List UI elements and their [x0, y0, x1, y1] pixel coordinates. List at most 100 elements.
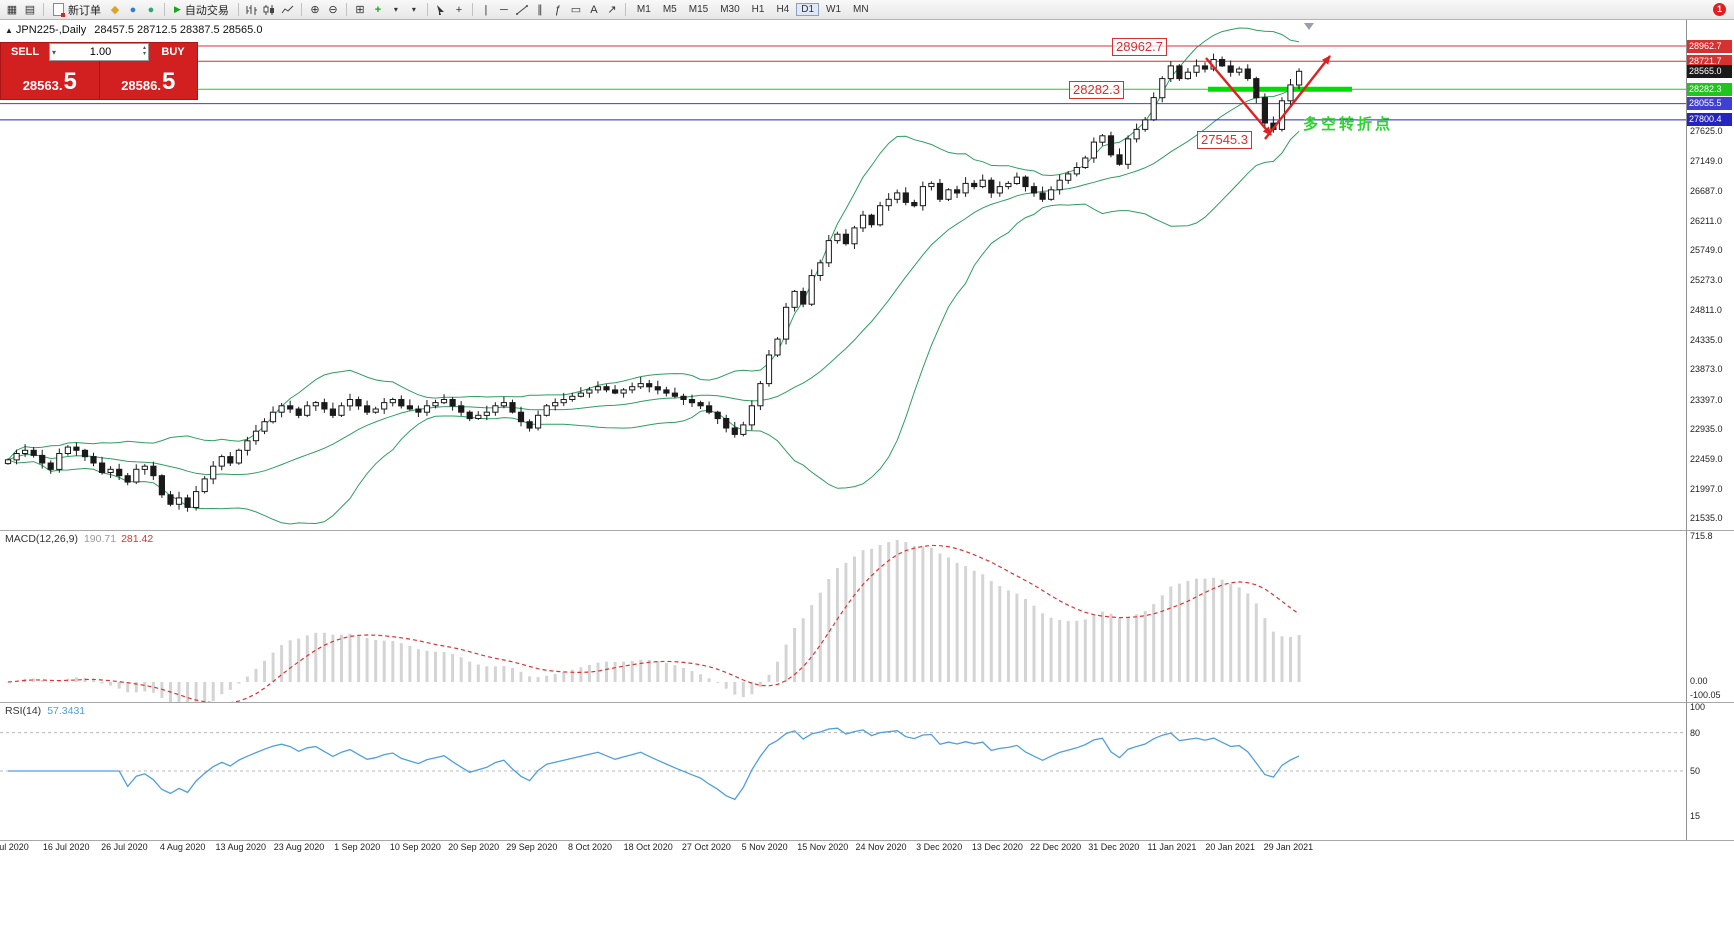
- tile-windows-icon[interactable]: ⊞: [355, 3, 365, 16]
- trend-arrows[interactable]: [1205, 55, 1331, 140]
- volume-input[interactable]: [58, 46, 143, 58]
- panel-divider[interactable]: [0, 530, 1734, 531]
- timeframe-h4[interactable]: H4: [776, 4, 790, 15]
- toolbar-separator: [43, 3, 44, 16]
- timeframe-w1[interactable]: W1: [826, 4, 842, 15]
- date-label: 13 Dec 2020: [971, 842, 1023, 852]
- spinner-down-icon[interactable]: ▾: [142, 51, 146, 57]
- autotrade-button[interactable]: ▶ 自动交易: [170, 1, 233, 18]
- macd-panel: [6, 540, 1301, 702]
- timeframe-m30[interactable]: M30: [720, 4, 740, 15]
- fibonacci-icon[interactable]: ƒ: [554, 3, 561, 16]
- resistance-price-label[interactable]: 28962.7: [1112, 38, 1167, 56]
- autotrade-label: 自动交易: [184, 4, 229, 17]
- profiles-icon[interactable]: ▤: [24, 3, 36, 16]
- volume-dropdown-icon[interactable]: ▾: [52, 47, 57, 57]
- date-label: 5 Nov 2020: [741, 842, 788, 852]
- indicators-icon[interactable]: +: [374, 3, 382, 16]
- price-tick: 24811.0: [1690, 304, 1722, 315]
- macd-signal-line: [7, 544, 1300, 702]
- date-label: 18 Oct 2020: [623, 842, 673, 852]
- price-tag: 28721.7: [1687, 54, 1732, 68]
- new-order-button[interactable]: 新订单: [49, 1, 105, 18]
- date-label: 27 Oct 2020: [681, 842, 731, 852]
- bar-chart-icon[interactable]: [244, 2, 260, 18]
- toolbar-separator: [624, 3, 626, 16]
- rsi-axis-tick: 80: [1690, 727, 1701, 738]
- arrows-icon[interactable]: ↗: [607, 3, 617, 16]
- sell-price[interactable]: 28563. 5: [1, 61, 100, 99]
- toolbar-separator: [164, 3, 165, 16]
- horizontal-line-icon[interactable]: ─: [500, 3, 508, 16]
- vertical-line-icon[interactable]: |: [484, 3, 488, 16]
- price-tick: 23873.0: [1690, 364, 1723, 375]
- equidistant-channel-icon[interactable]: ∥: [537, 3, 543, 16]
- timeframe-mn[interactable]: MN: [853, 4, 869, 15]
- chart-symbol-period: JPN225-,Daily: [15, 24, 87, 36]
- zoom-in-icon[interactable]: ⊕: [310, 3, 320, 16]
- rsi-axis-tick: 50: [1690, 766, 1701, 776]
- buy-price[interactable]: 28586. 5: [100, 61, 198, 99]
- main-chart-panel: ▲ JPN225-,Daily 28457.5 28712.5 28387.5 28…: [0, 20, 1686, 530]
- buy-price-big: 5: [161, 68, 176, 95]
- expand-icon[interactable]: ▲: [5, 26, 13, 35]
- buy-price-small: 28586.: [121, 78, 161, 93]
- indicators-dropdown-icon[interactable]: ▾: [393, 4, 398, 14]
- date-label: 15 Nov 2020: [797, 842, 849, 852]
- price-tick: 25749.0: [1690, 245, 1723, 256]
- date-label: 22 Dec 2020: [1030, 842, 1082, 852]
- crosshair-icon[interactable]: +: [455, 3, 463, 16]
- alerts-icon[interactable]: ◆: [110, 3, 120, 16]
- price-axis: 27625.0 27149.0 26687.0 26211.0 25749.0 25273…: [1687, 0, 1734, 945]
- shapes-icon[interactable]: ▭: [570, 3, 582, 16]
- zoom-out-icon[interactable]: ⊖: [328, 3, 338, 16]
- macd-axis-tick: -100.05: [1690, 690, 1721, 700]
- price-tag: 28565.0: [1687, 64, 1732, 78]
- community-icon[interactable]: ●: [129, 3, 137, 16]
- date-label: 20 Sep 2020: [448, 842, 500, 852]
- price-tick: 23397.0: [1690, 394, 1723, 405]
- timeframe-m15[interactable]: M15: [688, 4, 709, 15]
- date-label: 24 Nov 2020: [855, 842, 907, 852]
- candles-layer: [4, 53, 1303, 512]
- turning-point-text[interactable]: 多空转折点: [1303, 116, 1394, 133]
- macd-label: MACD(12,26,9) 190.71 281.42: [5, 533, 153, 545]
- notification-badge[interactable]: 1: [1713, 3, 1726, 16]
- support-price-label[interactable]: 28282.3: [1069, 81, 1124, 99]
- volume-field[interactable]: ▾ ▴▾: [49, 43, 149, 61]
- trendline-icon[interactable]: [514, 2, 530, 18]
- horizontal-level-lines[interactable]: [0, 45, 1686, 121]
- panel-divider[interactable]: [0, 702, 1734, 703]
- macd-main-value: 190.71: [83, 533, 117, 545]
- price-tick: 27149.0: [1690, 156, 1723, 167]
- date-label: 13 Aug 2020: [215, 842, 267, 852]
- timeframe-d1[interactable]: D1: [796, 3, 820, 16]
- text-icon[interactable]: A: [590, 3, 598, 16]
- timeframe-h1[interactable]: H1: [751, 4, 765, 15]
- volume-spinner[interactable]: ▴ ▾: [142, 45, 148, 58]
- sell-button[interactable]: SELL: [10, 46, 40, 58]
- candlestick-chart-icon[interactable]: [262, 2, 278, 18]
- price-tick: 24335.0: [1690, 335, 1723, 346]
- spinner-up-icon[interactable]: ▴: [142, 45, 146, 51]
- macd-signal-value: 281.42: [121, 533, 154, 545]
- timeframe-m5[interactable]: M5: [662, 4, 677, 15]
- price-tag: 28282.3: [1687, 82, 1732, 96]
- date-label: 10 Sep 2020: [389, 842, 441, 852]
- date-label: 16 Jul 2020: [42, 842, 90, 852]
- toolbar-separator: [237, 3, 239, 16]
- chart-shift-marker[interactable]: [1304, 23, 1314, 30]
- line-chart-icon[interactable]: [280, 2, 296, 18]
- new-chart-icon[interactable]: ▦: [6, 3, 18, 16]
- buy-button[interactable]: BUY: [161, 46, 185, 58]
- date-label: 2 Jul 2020: [0, 842, 29, 852]
- date-label: 23 Aug 2020: [273, 842, 325, 852]
- market-icon[interactable]: ●: [147, 3, 155, 16]
- rsi-line: [8, 727, 1300, 801]
- price-tag: 28055.5: [1687, 97, 1732, 111]
- swing-low-price-label[interactable]: 27545.3: [1197, 131, 1252, 149]
- time-axis-line: [0, 840, 1734, 841]
- timeframe-m1[interactable]: M1: [636, 4, 651, 15]
- cursor-icon[interactable]: [433, 2, 449, 18]
- objects-dropdown-icon[interactable]: ▾: [411, 4, 416, 14]
